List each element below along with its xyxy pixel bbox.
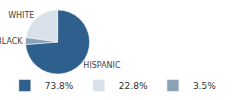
svg-text:HISPANIC: HISPANIC (83, 61, 121, 70)
svg-text:WHITE: WHITE (8, 11, 34, 20)
svg-text:73.8%: 73.8% (45, 81, 74, 91)
svg-text:22.8%: 22.8% (119, 81, 148, 91)
svg-text:3.5%: 3.5% (193, 81, 216, 91)
svg-text:BLACK: BLACK (0, 37, 23, 46)
